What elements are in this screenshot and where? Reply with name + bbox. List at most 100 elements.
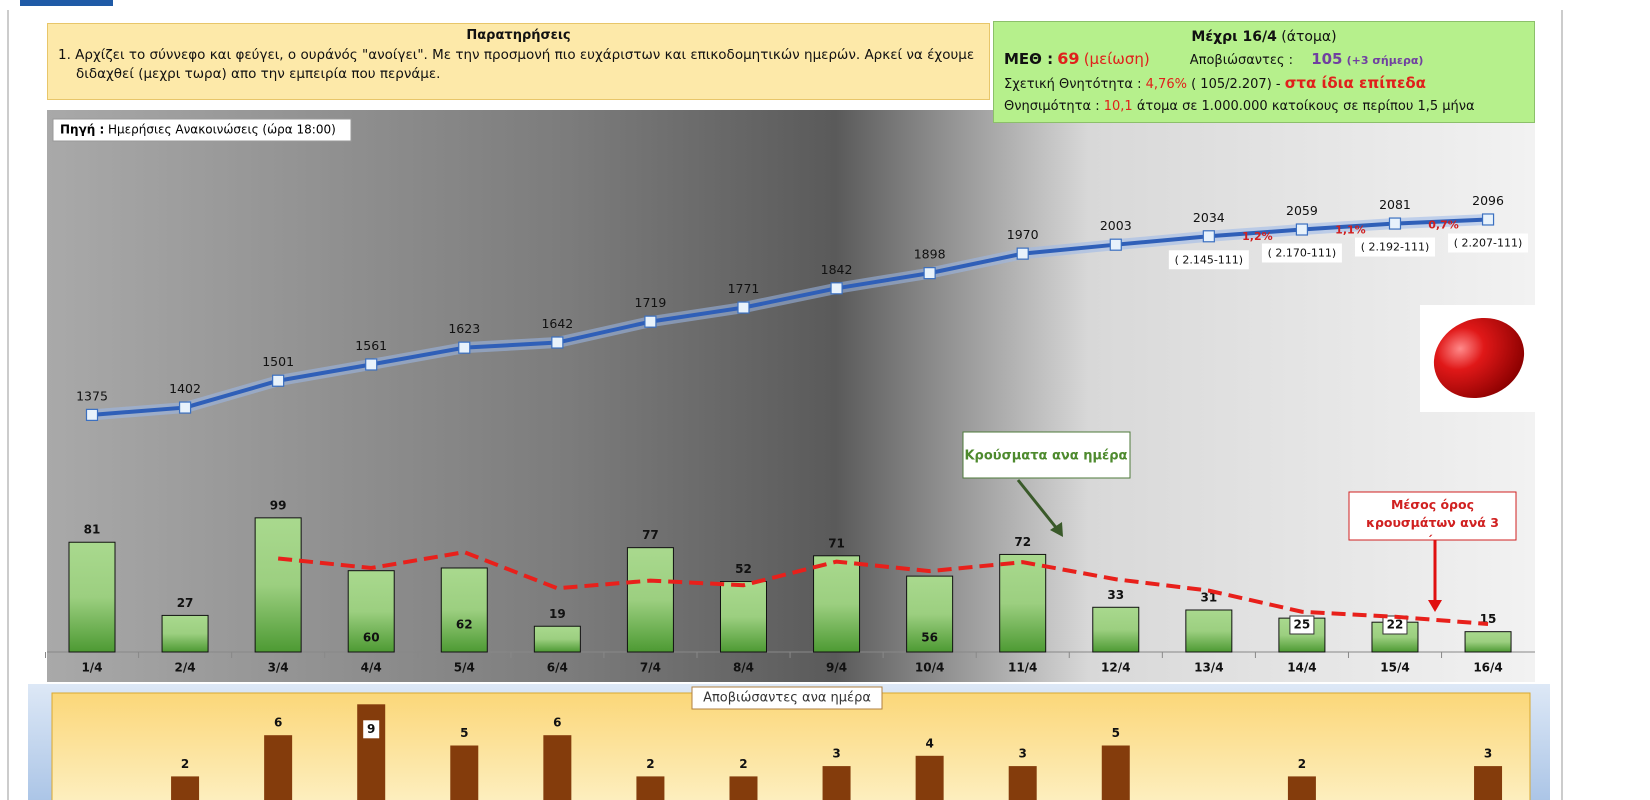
bar: [915, 755, 944, 800]
bar: [636, 776, 665, 800]
bar: [1287, 776, 1316, 800]
value-label: 1402: [169, 381, 201, 396]
value-label: 52: [735, 562, 752, 576]
note-label: ( 2.207-111): [1454, 236, 1523, 249]
icu-value: 69: [1057, 49, 1080, 68]
marker: [458, 341, 471, 354]
value-label: 4: [925, 736, 933, 750]
value-label: 2096: [1472, 193, 1504, 208]
bar: [906, 575, 954, 653]
bar: [357, 704, 386, 800]
logo-bar: [20, 0, 113, 6]
deaths-panel: [51, 692, 1531, 800]
bar: [68, 541, 116, 653]
change-label: 1,1%: [1335, 224, 1366, 237]
deaths-title-box: [691, 686, 883, 710]
x-tick-label: 1/4: [81, 661, 102, 675]
bar: [161, 614, 209, 653]
legend-label: Κρούσματα ανα ημέρα: [964, 449, 1127, 464]
value-label: 56: [921, 631, 938, 645]
bar: [450, 745, 479, 800]
label-box: [1289, 615, 1315, 635]
value-label: 1501: [262, 354, 294, 369]
value-label: 71: [828, 536, 845, 550]
value-label: 1842: [821, 262, 853, 277]
deaths-value: 105: [1311, 50, 1343, 68]
value-label: 5: [1112, 726, 1120, 740]
line: [91, 217, 1489, 417]
note-label: ( 2.192-111): [1361, 241, 1430, 254]
mortality-label: Θνησιμότητα :: [1004, 99, 1100, 114]
marker: [365, 358, 378, 371]
legend-box: [1348, 491, 1517, 541]
bar: [999, 553, 1047, 653]
bar: [729, 776, 758, 800]
note-box: [1448, 233, 1529, 253]
bar: [1464, 631, 1512, 653]
value-label: 3: [832, 747, 840, 761]
bar: [1474, 766, 1503, 800]
stats-line: ΜΕΘ : 69 (μείωση) Αποβιώσαντες : 105 (+3 …: [1004, 48, 1524, 72]
x-tick-label: 2/4: [175, 661, 196, 675]
egg: [1433, 317, 1525, 399]
stats-unit: (άτομα): [1281, 29, 1337, 45]
value-label: 25: [1294, 618, 1311, 632]
stats-line: Σχετική Θνητότητα : 4,76% ( 105/2.207) -…: [1004, 72, 1524, 96]
bar: [813, 555, 861, 653]
x-tick-label: 16/4: [1473, 661, 1502, 675]
x-tick-label: 12/4: [1101, 661, 1130, 675]
x-tick-label: 4/4: [361, 661, 382, 675]
marker: [830, 282, 843, 295]
value-label: 1561: [355, 338, 387, 353]
legend-label-wrap: Μέσος όρος κρουσμάτων ανά 3 ημέρες: [1366, 497, 1499, 538]
bar: [626, 547, 674, 653]
value-label: 1642: [541, 316, 573, 331]
note-box: [1261, 243, 1342, 263]
bar: [171, 776, 200, 800]
value-label: 1375: [76, 388, 108, 403]
cfr-calc: ( 105/2.207) -: [1191, 77, 1281, 92]
value-label: 5: [460, 726, 468, 740]
legend-arrow-head: [1428, 600, 1442, 612]
bar: [1092, 606, 1140, 653]
value-label: 2: [1298, 757, 1306, 771]
notes-title: Παρατηρήσεις: [466, 28, 571, 43]
marker: [1481, 213, 1495, 226]
bar: [719, 581, 767, 653]
note-label-group: ( 2.145-111): [1168, 250, 1249, 270]
stats-title: Μέχρι 16/4: [1191, 29, 1277, 45]
x-tick-label: 13/4: [1194, 661, 1223, 675]
value-label: 81: [84, 523, 101, 537]
value-label: 60: [363, 631, 380, 645]
marker: [272, 374, 285, 387]
source-label: Πηγή :: [60, 123, 104, 137]
x-tick-label: 11/4: [1008, 661, 1037, 675]
bar: [1008, 766, 1037, 800]
mortality-text: άτομα σε 1.000.000 κατοίκους σε περίπου …: [1136, 99, 1475, 114]
value-label: 2003: [1100, 218, 1132, 233]
notes-text: 1. Αρχίζει το σύννεφο και φεύγει, ο ουρά…: [58, 47, 975, 82]
value-label: 2: [646, 757, 654, 771]
note-box: [1168, 250, 1249, 270]
x-tick-label: 15/4: [1380, 661, 1409, 675]
x-tick-label: 6/4: [547, 661, 568, 675]
note-label: ( 2.170-111): [1268, 247, 1337, 260]
value-label: 1719: [635, 295, 667, 310]
value-label: 1623: [448, 321, 480, 336]
cfr-label: Σχετική Θνητότητα :: [1004, 77, 1142, 92]
value-label: 1970: [1007, 227, 1039, 242]
value-label: 99: [270, 498, 287, 512]
marker: [1202, 230, 1215, 243]
marker: [551, 336, 564, 349]
bar: [543, 735, 572, 800]
x-tick-label: 5/4: [454, 661, 475, 675]
marker: [644, 315, 657, 328]
value-label: 2: [739, 757, 747, 771]
legend: Κρούσματα ανα ημέρα Μέσος όρος κρουσμάτω…: [962, 431, 1517, 612]
legend-arrow: [1016, 479, 1060, 531]
value-label: 2081: [1379, 197, 1411, 212]
value-label: 33: [1107, 588, 1124, 602]
value-label: 31: [1200, 590, 1217, 604]
bar: [254, 517, 302, 653]
